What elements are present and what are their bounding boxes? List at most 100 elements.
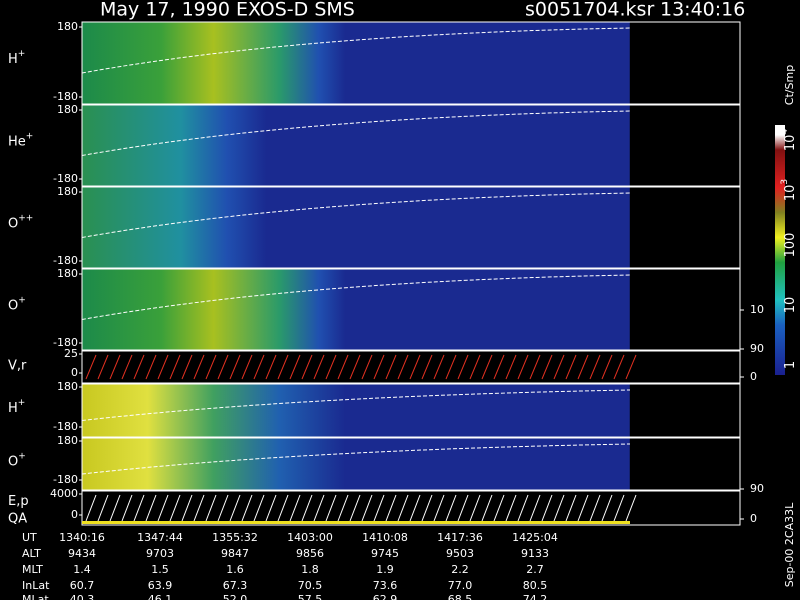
panel-label: O+ [8, 295, 26, 313]
cell: 62.9 [373, 593, 398, 600]
colorbar-label-sup: 4 [780, 129, 790, 135]
trace [169, 494, 181, 522]
colorbar-label: 100 [783, 233, 798, 258]
y-tick-label: 180 [57, 103, 78, 116]
trace [145, 494, 157, 522]
cell: 2.2 [451, 563, 469, 576]
panel-label-base: O [8, 216, 18, 231]
trace [301, 354, 313, 380]
trace [241, 354, 253, 380]
trace [85, 494, 97, 522]
cell: 9133 [521, 547, 549, 560]
trace [529, 354, 541, 380]
trace [493, 354, 505, 380]
trace [541, 354, 553, 380]
trace [373, 494, 385, 522]
trace [421, 494, 433, 522]
right-tick-label: 10 [750, 303, 764, 316]
trace [109, 494, 121, 522]
colorbar-label-sup: 3 [780, 179, 790, 185]
trace [81, 274, 631, 320]
trace [217, 354, 229, 380]
panel [81, 104, 741, 187]
trace [97, 354, 109, 380]
colorbar-label-base: 10 [783, 297, 798, 314]
trace [589, 354, 601, 380]
y-tick-label: 180 [57, 380, 78, 393]
trace [301, 494, 313, 522]
trace [325, 494, 337, 522]
panel-label-sup: + [18, 48, 26, 58]
trace [481, 494, 493, 522]
cell: 9847 [221, 547, 249, 560]
trace [205, 494, 217, 522]
y-tick-label: 180 [57, 267, 78, 280]
trace [445, 494, 457, 522]
trace [613, 354, 625, 380]
trace [517, 354, 529, 380]
trace [577, 354, 589, 380]
trace [277, 354, 289, 380]
trace [121, 354, 133, 380]
cell: 1.9 [376, 563, 394, 576]
trace [421, 354, 433, 380]
panel [81, 490, 741, 526]
trace [469, 354, 481, 380]
cell: 1425:04 [512, 531, 558, 544]
panel [81, 383, 741, 438]
trace [541, 494, 553, 522]
cell: 70.5 [298, 579, 323, 592]
right-tick-label: 0 [750, 512, 757, 525]
trace [289, 354, 301, 380]
colorbar-label: 103 [780, 179, 798, 201]
trace [601, 494, 613, 522]
trace [265, 494, 277, 522]
colorbar-label-base: 10 [783, 135, 798, 152]
cell: 1403:00 [287, 531, 333, 544]
cell: 1.4 [73, 563, 91, 576]
panel-label: E,p [8, 494, 29, 509]
panel-label-base: E,p [8, 494, 29, 509]
cell: 1.6 [226, 563, 244, 576]
panel-label: V,r [8, 358, 27, 373]
trace [205, 354, 217, 380]
colorbar [775, 125, 785, 375]
y-tick-label: -180 [53, 172, 78, 185]
colorbar-label: 10 [783, 297, 798, 314]
trace [325, 354, 337, 380]
trace [469, 494, 481, 522]
file-name: s0051704.ksr [525, 0, 654, 21]
panel-label: O++ [8, 213, 33, 231]
cell: 67.3 [223, 579, 248, 592]
trace [181, 354, 193, 380]
panel-label-base: V,r [8, 358, 27, 373]
trace [169, 354, 181, 380]
y-tick-label: -180 [53, 90, 78, 103]
trace [373, 354, 385, 380]
panel-sublabel: QA [8, 512, 27, 527]
cell: 1340:16 [59, 531, 105, 544]
trace [229, 494, 241, 522]
trace [85, 354, 97, 380]
colorbar-label: 104 [780, 129, 798, 152]
cell: 1.5 [151, 563, 169, 576]
trace [337, 354, 349, 380]
trace [157, 494, 169, 522]
y-tick-label: -180 [53, 420, 78, 433]
time: 13:40:16 [660, 0, 745, 21]
trace [385, 494, 397, 522]
trace [289, 494, 301, 522]
panel-label-base: O [8, 454, 18, 469]
trace [265, 354, 277, 380]
trace [457, 494, 469, 522]
cell: 2.7 [526, 563, 544, 576]
trace [553, 494, 565, 522]
cell: 40.3 [70, 593, 95, 600]
cell: 63.9 [148, 579, 173, 592]
panel [81, 437, 741, 491]
panel-label: O+ [8, 451, 26, 469]
trace [397, 494, 409, 522]
trace [133, 494, 145, 522]
cell: 9856 [296, 547, 324, 560]
trace [181, 494, 193, 522]
